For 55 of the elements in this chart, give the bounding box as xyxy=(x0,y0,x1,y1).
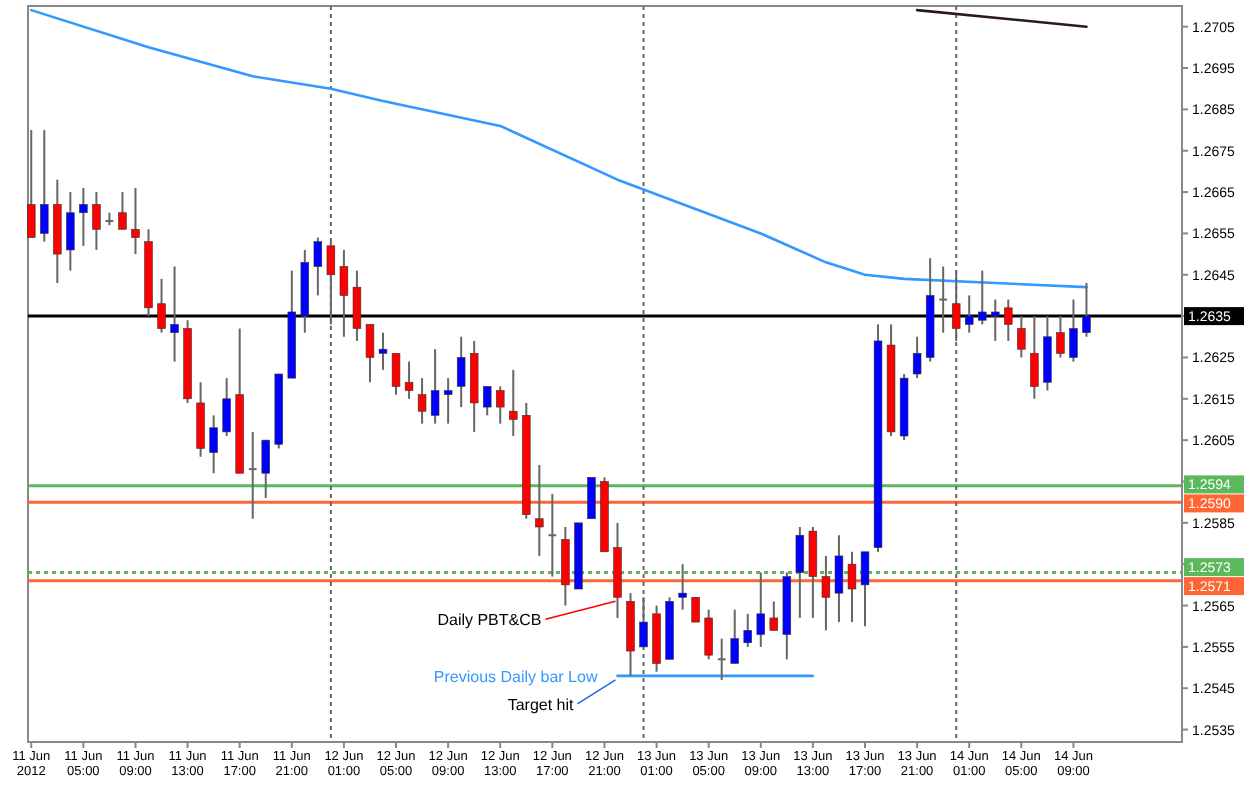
candlestick xyxy=(704,608,713,661)
candlestick xyxy=(808,525,818,619)
candlestick xyxy=(1043,315,1052,392)
candlestick xyxy=(1004,298,1013,342)
candlestick xyxy=(938,265,949,334)
candlestick xyxy=(769,600,779,632)
candlestick xyxy=(196,381,205,458)
candlestick xyxy=(547,492,558,578)
candlestick xyxy=(991,298,1000,342)
candlestick xyxy=(261,439,270,500)
candlestick xyxy=(417,377,427,425)
candlestick xyxy=(66,191,75,272)
candlestick xyxy=(795,525,805,619)
candlestick xyxy=(978,269,987,326)
candlestick xyxy=(587,476,596,520)
candlestick xyxy=(313,236,323,297)
candlestick xyxy=(456,335,466,409)
candlestick xyxy=(352,269,362,342)
candlestick xyxy=(92,191,101,251)
candlestick xyxy=(1017,315,1026,359)
line-series xyxy=(29,8,1088,289)
candlestick xyxy=(561,525,570,607)
candlestick xyxy=(912,335,922,380)
candlestick xyxy=(691,596,700,624)
candlestick xyxy=(821,554,831,632)
candlestick xyxy=(209,414,218,475)
candlestick xyxy=(430,348,440,425)
candlestick xyxy=(535,463,544,557)
candlestick xyxy=(1069,298,1078,363)
candlestick xyxy=(79,186,88,247)
candlestick xyxy=(716,637,727,681)
candlestick xyxy=(118,191,127,231)
candlestick xyxy=(222,377,231,438)
candlestick xyxy=(40,129,49,243)
candlestick xyxy=(1030,315,1039,400)
candlestick xyxy=(1056,315,1065,359)
candlestick xyxy=(131,186,140,256)
candlestick xyxy=(443,377,453,425)
candlestick xyxy=(965,294,974,334)
candlestick xyxy=(483,385,492,417)
candlestick xyxy=(678,563,687,611)
candlestick xyxy=(496,385,505,425)
candlestick xyxy=(157,277,166,334)
candlestick xyxy=(509,368,518,438)
candlestick xyxy=(247,430,258,520)
candlestick xyxy=(1082,282,1091,338)
candlestick xyxy=(170,265,179,363)
annotation: Daily PBT&CB xyxy=(437,611,542,630)
candlestick xyxy=(730,608,739,665)
candlestick xyxy=(27,129,36,239)
candlestick xyxy=(756,571,765,648)
annotation: Target hit xyxy=(507,695,576,714)
series-label: Previous Daily bar Low xyxy=(433,667,598,686)
candlestick xyxy=(339,248,349,338)
candlestick xyxy=(743,612,752,648)
